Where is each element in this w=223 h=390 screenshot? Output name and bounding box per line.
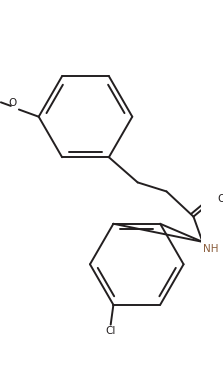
Text: O: O — [218, 193, 223, 204]
Text: Cl: Cl — [105, 326, 116, 337]
Text: O: O — [9, 98, 17, 108]
Text: NH: NH — [203, 244, 219, 254]
